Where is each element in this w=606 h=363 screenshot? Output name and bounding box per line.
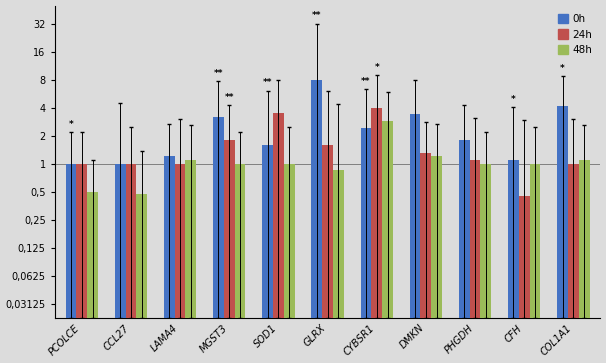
Bar bbox=[421, 153, 431, 363]
Text: **: ** bbox=[312, 12, 322, 20]
Bar bbox=[481, 164, 491, 363]
Bar bbox=[273, 113, 284, 363]
Text: *: * bbox=[68, 120, 73, 129]
Text: *: * bbox=[560, 64, 565, 73]
Legend: 0h, 24h, 48h: 0h, 24h, 48h bbox=[554, 11, 595, 58]
Bar bbox=[371, 108, 382, 363]
Bar bbox=[311, 79, 322, 363]
Bar bbox=[125, 164, 136, 363]
Bar bbox=[333, 170, 344, 363]
Text: **: ** bbox=[361, 77, 371, 86]
Bar bbox=[164, 156, 175, 363]
Text: **: ** bbox=[263, 78, 272, 87]
Bar bbox=[65, 164, 76, 363]
Bar bbox=[224, 140, 235, 363]
Bar bbox=[459, 140, 470, 363]
Text: *: * bbox=[511, 94, 516, 103]
Bar bbox=[235, 164, 245, 363]
Bar bbox=[519, 196, 530, 363]
Bar bbox=[115, 164, 125, 363]
Bar bbox=[508, 160, 519, 363]
Bar bbox=[322, 145, 333, 363]
Bar bbox=[262, 145, 273, 363]
Bar bbox=[76, 164, 87, 363]
Bar bbox=[568, 164, 579, 363]
Bar bbox=[410, 114, 421, 363]
Bar bbox=[431, 156, 442, 363]
Bar bbox=[213, 117, 224, 363]
Bar bbox=[175, 164, 185, 363]
Bar bbox=[382, 121, 393, 363]
Bar bbox=[136, 194, 147, 363]
Bar bbox=[470, 160, 481, 363]
Bar bbox=[87, 192, 98, 363]
Bar bbox=[557, 106, 568, 363]
Bar bbox=[284, 164, 295, 363]
Bar bbox=[530, 164, 541, 363]
Bar bbox=[361, 129, 371, 363]
Bar bbox=[185, 160, 196, 363]
Bar bbox=[579, 160, 590, 363]
Text: **: ** bbox=[214, 69, 223, 78]
Text: **: ** bbox=[224, 93, 234, 102]
Text: *: * bbox=[375, 63, 379, 72]
